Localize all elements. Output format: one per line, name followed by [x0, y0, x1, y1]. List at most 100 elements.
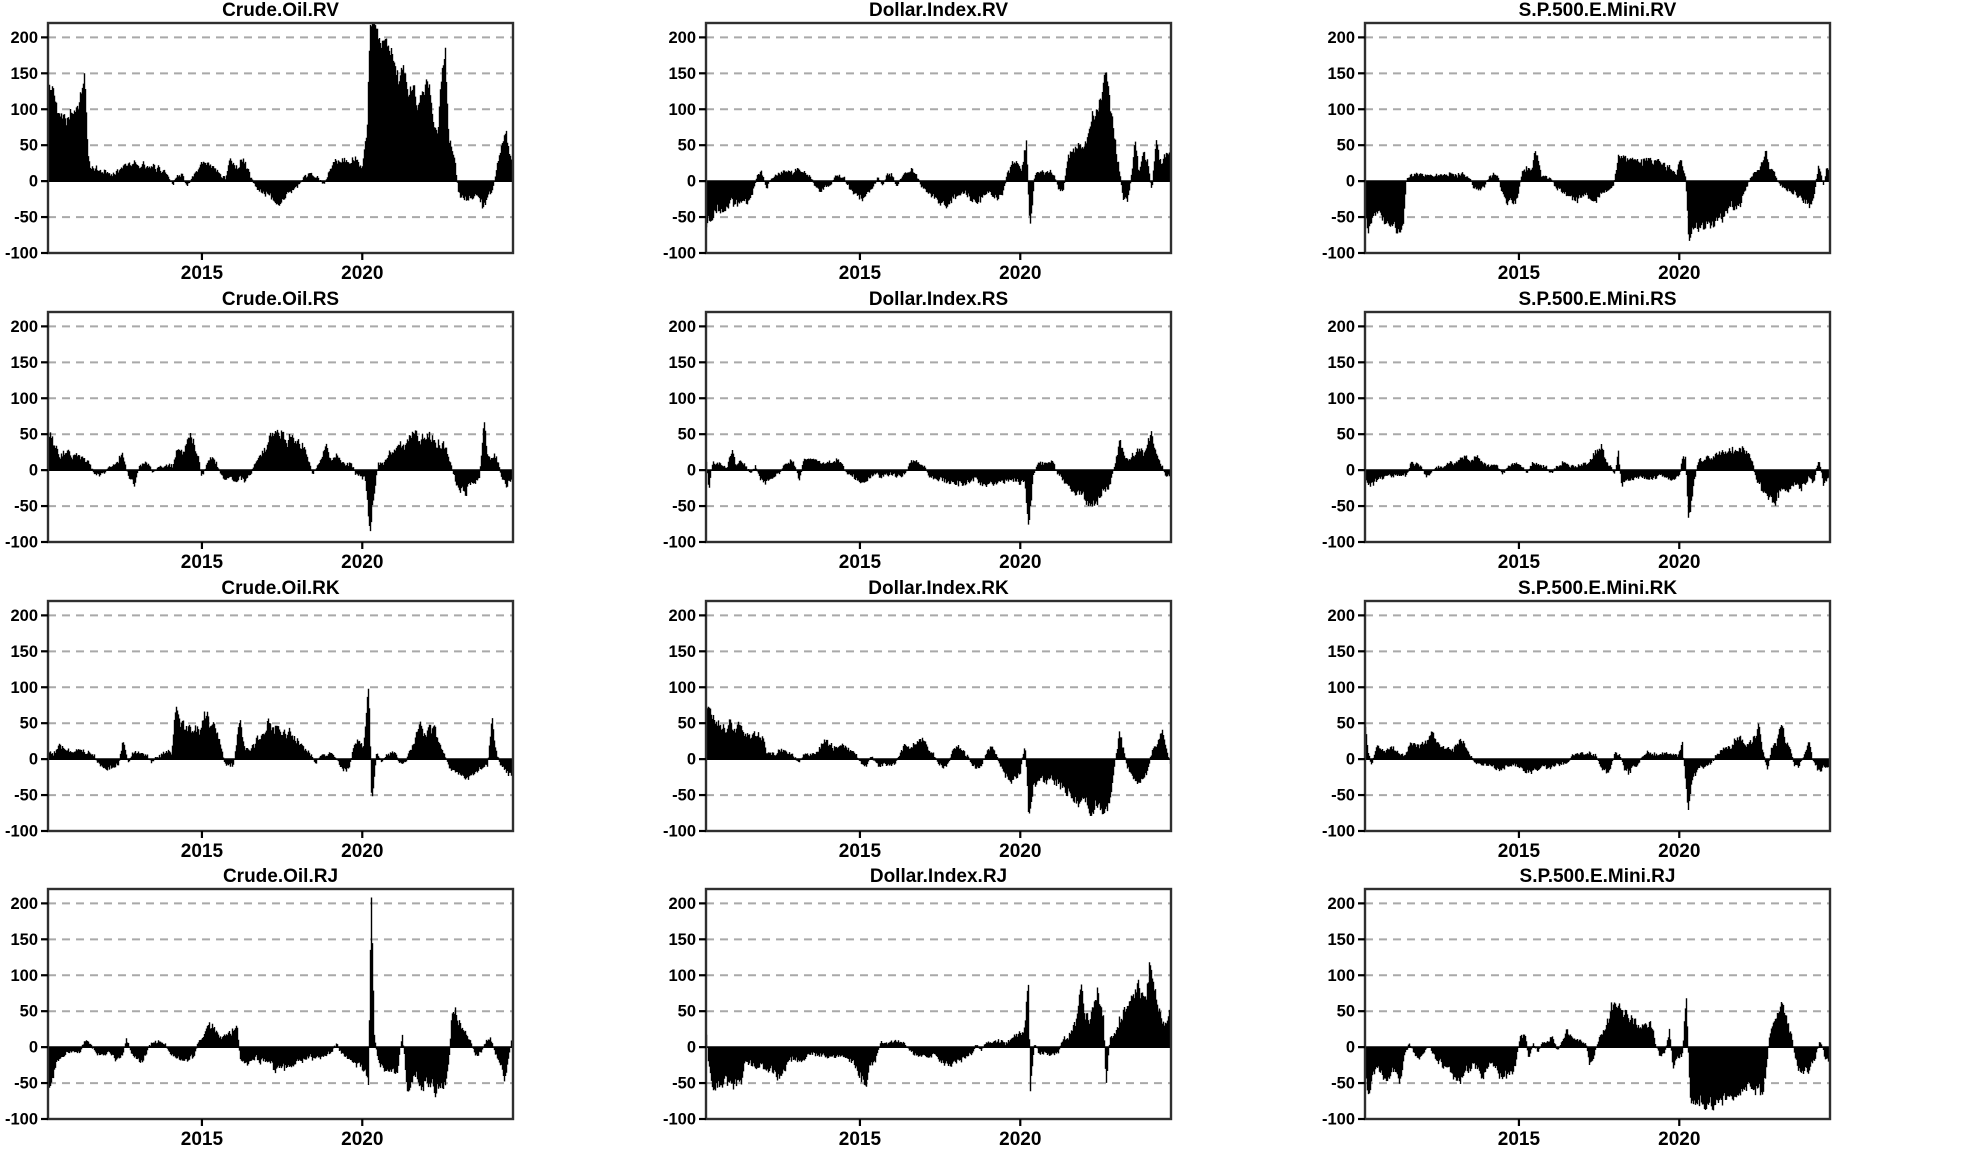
y-tick-label: 150 [669, 642, 697, 660]
plot-border [1363, 21, 1831, 255]
y-tick-label: 150 [10, 931, 38, 949]
y-tick-label: 50 [678, 137, 696, 155]
chart-panel-dollar-index-rv: 200 150 100 50 0 -50 -100 2015 2020 Dollar.Index.… [658, 0, 1316, 289]
x-tick-label: 2020 [1658, 263, 1700, 284]
y-tick-label: 150 [1327, 354, 1355, 372]
y-tick-label: 200 [10, 318, 38, 336]
chart-panel-dollar-index-rk: 200 150 100 50 0 -50 -100 2015 2020 Dollar.Index.… [658, 578, 1316, 867]
y-tick-label: 50 [20, 425, 38, 443]
x-tick-label: 2015 [839, 263, 882, 284]
y-tick-label: -50 [672, 1075, 696, 1093]
y-tick-label: 0 [29, 461, 38, 479]
y-tick-label: 150 [669, 65, 697, 83]
x-tick-label: 2015 [1497, 552, 1540, 573]
plot-border [705, 599, 1173, 832]
y-tick-label: 50 [1336, 137, 1354, 155]
y-tick-label: 150 [1327, 931, 1355, 949]
plot-border [705, 21, 1173, 255]
bars-series [47, 422, 514, 531]
x-tick-label: 2020 [999, 263, 1041, 284]
chart-panel-crude-oil-rv: 200 150 100 50 0 -50 -100 2015 2020 Crude.Oil.RV [0, 0, 658, 289]
y-tick-label: 50 [1336, 714, 1354, 732]
x-tick-label: 2015 [181, 263, 224, 284]
y-tick-label: -50 [1331, 497, 1355, 515]
y-tick-label: 150 [10, 354, 38, 372]
y-tick-label: -50 [1331, 209, 1355, 227]
panel-title: S.P.500.E.Mini.RS [1518, 289, 1676, 310]
y-tick-label: 100 [1327, 678, 1355, 696]
panel-title: S.P.500.E.Mini.RV [1518, 0, 1676, 21]
panel-title: Dollar.Index.RS [869, 289, 1008, 310]
y-tick-label: 150 [669, 354, 697, 372]
plot-border [1363, 888, 1831, 1121]
y-tick-label: 100 [1327, 101, 1355, 119]
chart-svg-sp500-emini-rj: 200 150 100 50 0 -50 -100 2015 2020 S.P.500.E.Min… [1322, 866, 1831, 1150]
bars-series [1364, 998, 1830, 1111]
y-tick-label: 50 [1336, 425, 1354, 443]
panel-title: Crude.Oil.RJ [223, 866, 338, 887]
y-tick-label: -50 [14, 1075, 38, 1093]
chart-svg-crude-oil-rj: 200 150 100 50 0 -50 -100 2015 2020 Crude.Oil.RJ [5, 866, 515, 1150]
y-tick-label: 100 [1327, 967, 1355, 985]
y-tick-label: -100 [1322, 1111, 1355, 1129]
panel-title: Dollar.Index.RJ [870, 866, 1007, 887]
chart-svg-dollar-index-rv: 200 150 100 50 0 -50 -100 2015 2020 Dollar.Index.… [663, 0, 1173, 284]
y-tick-label: 0 [29, 750, 38, 768]
y-tick-label: 50 [20, 137, 38, 155]
chart-svg-crude-oil-rs: 200 150 100 50 0 -50 -100 2015 2020 Crude.Oil.RS [5, 289, 515, 573]
plot-border [46, 599, 515, 832]
plot-border [46, 888, 515, 1121]
y-tick-label: -50 [672, 786, 696, 804]
chart-svg-sp500-emini-rk: 200 150 100 50 0 -50 -100 2015 2020 S.P.500.E.Min… [1322, 578, 1831, 862]
x-tick-label: 2015 [839, 1129, 882, 1150]
plot-border [1363, 310, 1831, 543]
y-tick-label: 0 [687, 173, 696, 191]
y-tick-label: 100 [669, 967, 697, 985]
chart-panel-crude-oil-rj: 200 150 100 50 0 -50 -100 2015 2020 Crude.Oil.RJ [0, 866, 658, 1155]
y-tick-label: 0 [687, 1039, 696, 1057]
plot-border [46, 21, 515, 255]
x-tick-label: 2020 [999, 552, 1041, 573]
y-tick-label: 150 [1327, 642, 1355, 660]
chart-panel-sp500-emini-rk: 200 150 100 50 0 -50 -100 2015 2020 S.P.500.E.Min… [1317, 578, 1975, 867]
y-tick-label: 50 [678, 714, 696, 732]
panel-title: Crude.Oil.RV [222, 0, 339, 21]
bars-series [706, 962, 1172, 1092]
chart-svg-crude-oil-rk: 200 150 100 50 0 -50 -100 2015 2020 Crude.Oil.RK [5, 578, 515, 862]
plot-border [1363, 599, 1831, 832]
y-tick-label: 200 [10, 606, 38, 624]
y-tick-label: 100 [10, 101, 38, 119]
panel-title: Dollar.Index.RK [869, 578, 1010, 599]
panel-title: S.P.500.E.Mini.RJ [1519, 866, 1675, 887]
panel-title: S.P.500.E.Mini.RK [1518, 578, 1677, 599]
x-tick-label: 2015 [181, 841, 224, 862]
bars-series [706, 430, 1172, 525]
y-tick-label: 200 [10, 895, 38, 913]
y-tick-label: 50 [678, 1003, 696, 1021]
y-tick-label: -50 [1331, 786, 1355, 804]
y-tick-label: 200 [1327, 29, 1355, 47]
y-tick-label: 50 [1336, 1003, 1354, 1021]
chart-panel-sp500-emini-rj: 200 150 100 50 0 -50 -100 2015 2020 S.P.500.E.Min… [1317, 866, 1975, 1155]
y-tick-label: 100 [10, 678, 38, 696]
y-tick-label: -100 [5, 533, 38, 551]
plot-border [705, 310, 1173, 543]
y-tick-label: 100 [10, 967, 38, 985]
chart-svg-sp500-emini-rs: 200 150 100 50 0 -50 -100 2015 2020 S.P.500.E.Min… [1322, 289, 1831, 573]
x-tick-label: 2020 [1658, 841, 1700, 862]
bars-series [1364, 722, 1830, 810]
x-tick-label: 2020 [999, 841, 1041, 862]
y-tick-label: 200 [1327, 895, 1355, 913]
x-tick-label: 2015 [1497, 263, 1540, 284]
y-tick-label: -100 [1322, 822, 1355, 840]
y-tick-label: -100 [5, 822, 38, 840]
bars-series [706, 72, 1172, 228]
y-tick-label: -100 [663, 1111, 696, 1129]
y-tick-label: 200 [10, 29, 38, 47]
y-tick-label: 100 [669, 101, 697, 119]
chart-panel-sp500-emini-rv: 200 150 100 50 0 -50 -100 2015 2020 S.P.500.E.Min… [1317, 0, 1975, 289]
y-tick-label: 150 [10, 65, 38, 83]
y-tick-label: 0 [1345, 173, 1354, 191]
chart-panel-crude-oil-rs: 200 150 100 50 0 -50 -100 2015 2020 Crude.Oil.RS [0, 289, 658, 578]
x-tick-label: 2015 [839, 552, 882, 573]
